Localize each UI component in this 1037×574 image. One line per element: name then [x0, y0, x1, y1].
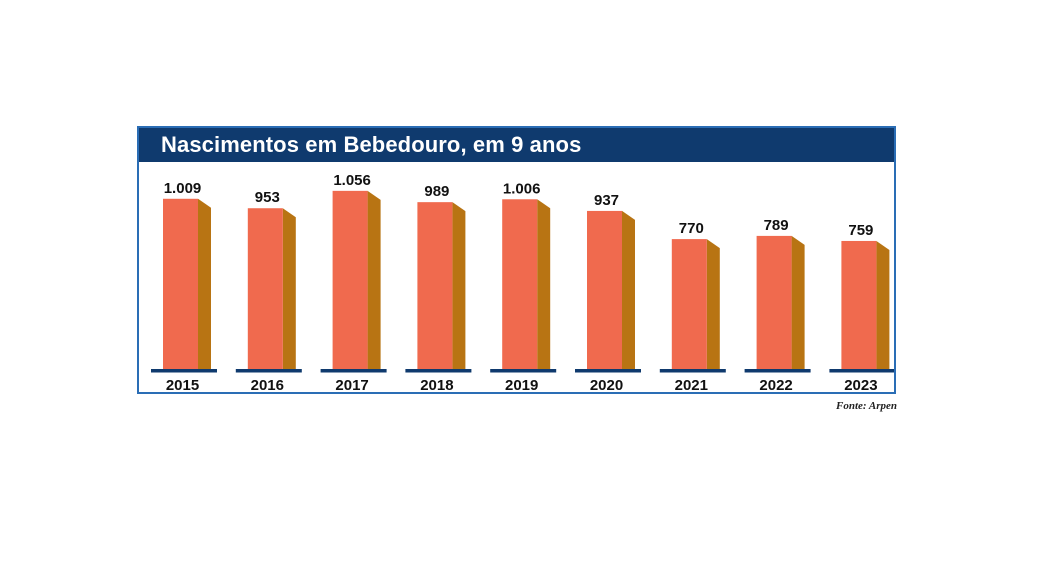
bar-side-face [452, 202, 466, 369]
year-label: 2019 [505, 377, 538, 392]
value-label: 770 [679, 220, 704, 237]
chart-header: Nascimentos em Bebedouro, em 9 anos [139, 128, 894, 162]
bar-front-face [332, 190, 368, 369]
value-label: 789 [764, 217, 789, 234]
year-label: 2023 [844, 377, 877, 392]
baseline-segment [405, 369, 472, 373]
bar-2020: 937 2020 [575, 192, 641, 392]
chart-frame: Nascimentos em Bebedouro, em 9 anos 1.00… [137, 126, 896, 394]
year-label: 2021 [675, 377, 708, 392]
bar-front-face [587, 210, 622, 369]
bar-side-face [282, 208, 296, 369]
bar-front-face [417, 202, 453, 369]
baseline-segment [829, 369, 894, 373]
bar-side-face [622, 210, 635, 369]
baseline-segment [235, 369, 302, 373]
bar-front-face [502, 199, 538, 369]
bar-side-face [876, 240, 890, 369]
baseline-segment [575, 369, 641, 373]
source-note: Fonte: Arpen [835, 400, 897, 412]
bar-2018: 989 2018 [405, 183, 472, 392]
bar-front-face [163, 198, 198, 369]
year-label: 2018 [420, 377, 453, 392]
value-label: 1.009 [164, 180, 202, 197]
value-label: 989 [424, 183, 449, 200]
bar-front-face [756, 235, 792, 369]
baseline-segment [659, 369, 726, 373]
bar-side-face [367, 190, 381, 369]
baseline-segment [490, 369, 557, 373]
value-label: 1.006 [503, 180, 541, 197]
year-label: 2020 [590, 377, 623, 392]
year-label: 2022 [759, 377, 792, 392]
chart-title: Nascimentos em Bebedouro, em 9 anos [161, 132, 582, 157]
bar-2023: 759 2023 [829, 222, 894, 392]
bar-front-face [671, 239, 707, 369]
value-label: 759 [848, 222, 873, 239]
year-label: 2016 [251, 377, 284, 392]
bar-2016: 953 2016 [235, 189, 302, 392]
bar-2019: 1.006 2019 [490, 180, 557, 392]
bar-2021: 770 2021 [659, 220, 726, 392]
value-label: 937 [594, 192, 619, 209]
bar-side-face [537, 199, 551, 369]
bar-side-face [706, 239, 720, 369]
value-label: 953 [255, 189, 280, 206]
bar-side-face [791, 235, 805, 369]
bar-2022: 789 2022 [744, 217, 811, 392]
bar-front-face [247, 208, 283, 369]
bar-side-face [198, 198, 211, 369]
bar-2015: 1.009 2015 [151, 180, 217, 392]
year-label: 2015 [166, 377, 199, 392]
baseline-segment [744, 369, 811, 373]
year-label: 2017 [335, 377, 368, 392]
bar-2017: 1.056 2017 [320, 172, 387, 392]
baseline-segment [320, 369, 387, 373]
bar-front-face [841, 240, 877, 369]
value-label: 1.056 [333, 172, 371, 189]
baseline-segment [151, 369, 217, 373]
bar-chart: 1.009 2015 953 2016 1.056 2017 989 2018 1.006 201… [151, 172, 894, 392]
